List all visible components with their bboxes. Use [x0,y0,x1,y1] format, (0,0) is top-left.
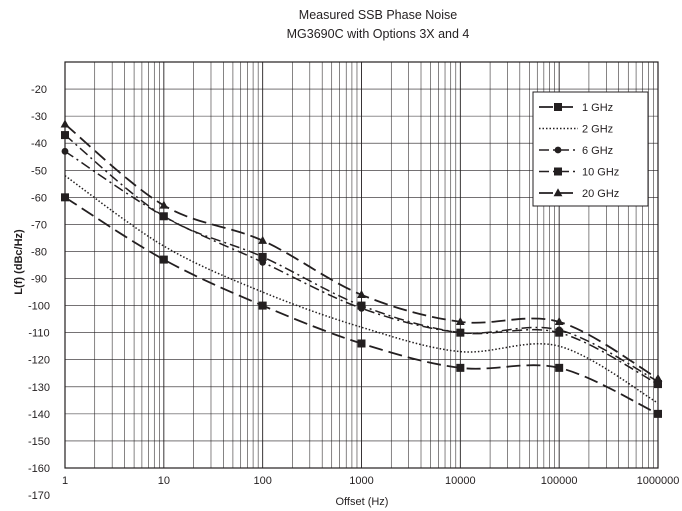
x-tick-label: 100 [253,475,271,487]
legend-label: 10 GHz [582,167,619,179]
x-axis-label: Offset (Hz) [336,496,389,508]
data-point [654,409,662,418]
plot-frame [64,61,659,469]
legend-marker [554,103,562,111]
y-tick-label: -140 [28,409,50,421]
y-tick-label: -30 [31,111,47,123]
data-point [554,317,564,326]
y-tick-label: -110 [28,328,49,340]
y-tick-label: -120 [28,355,50,367]
data-point [258,301,267,310]
chart-title: Measured SSB Phase Noise [299,8,457,22]
data-point [456,328,465,337]
data-point [159,255,168,264]
y-tick-label: -70 [31,219,47,231]
data-point [258,235,268,244]
y-tick-label: -50 [31,165,47,177]
legend-label: 20 GHz [582,188,619,200]
legend-label: 6 GHz [582,145,613,157]
x-tick-label: 10 [158,475,170,487]
y-tick-label: -130 [28,382,50,394]
data-point [653,373,663,382]
data-point [61,193,69,202]
legend-label: 1 GHz [582,102,613,114]
legend-box [532,91,649,207]
legend: 1 GHz 2 GHz 6 GHz 10 GHz 20 GHz [532,91,649,207]
legend-marker [554,167,562,176]
data-point [357,301,366,310]
x-tick-label: 10000 [445,475,476,487]
data-point [456,363,465,372]
data-point [258,252,267,261]
y-tick-labels: -20 -30 -40 -50 -60 -70 -80 -90 -100 -110 -120 -130… [28,84,50,502]
data-point [357,289,366,298]
y-tick-label: -20 [31,84,47,96]
data-point [159,200,169,209]
x-tick-labels: 1 10 100 1000 10000 100000 1000000 [62,475,679,487]
y-tick-label: -160 [28,463,50,475]
x-tick-label: 100000 [541,475,578,487]
data-point [61,147,69,155]
legend-marker [553,188,563,197]
x-tick-label: 1000000 [637,475,680,487]
y-tick-label: -150 [28,436,50,448]
series-group [60,119,663,418]
x-tick-label: 1 [62,475,68,487]
y-tick-label: -170 [28,490,50,502]
y-tick-label: -80 [31,246,47,258]
y-tick-label: -90 [31,274,47,286]
series-line [64,175,659,404]
y-axis-label: L(f) (dBc/Hz) [13,229,25,295]
data-point [455,317,465,326]
data-point [555,363,564,372]
x-tick-label: 1000 [349,475,373,487]
data-point [159,212,168,221]
data-point [555,328,564,337]
legend-marker [554,146,562,154]
legend-label: 2 GHz [582,124,613,136]
data-point [357,339,366,348]
chart-subtitle: MG3690C with Options 3X and 4 [287,27,470,41]
y-tick-label: -60 [31,192,47,204]
data-point [61,131,69,140]
data-point [654,380,662,389]
y-tick-label: -100 [28,301,50,313]
data-point [60,119,70,128]
y-tick-label: -40 [31,138,47,150]
